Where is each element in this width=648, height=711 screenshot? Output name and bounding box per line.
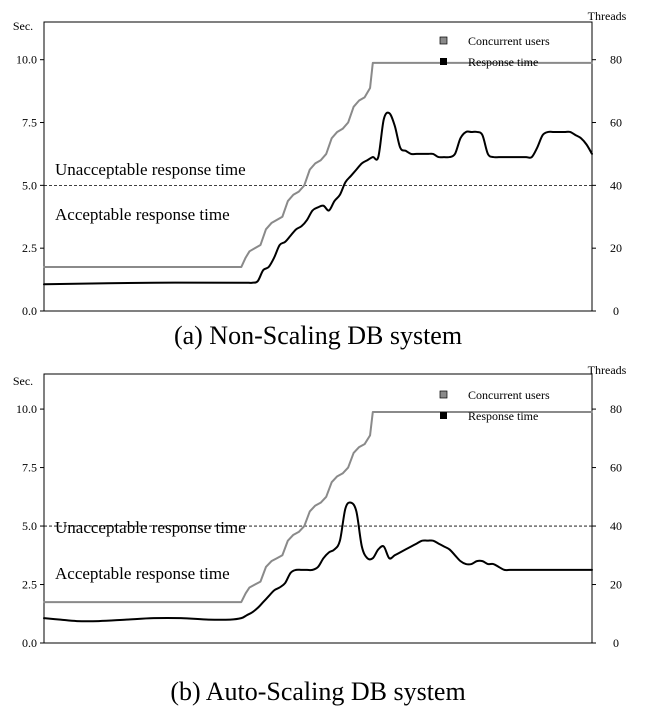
plot-frame [43, 21, 593, 312]
chart-panel-a: 0.0 2.5 5.0 7.5 10.0 0 20 40 60 80 Sec. Threads C… [0, 0, 648, 355]
legend: Concurrent users Response time [439, 34, 550, 69]
left-tick-label: 7.5 [22, 461, 37, 475]
unacceptable-region-label: Unacceptable response time [55, 518, 246, 537]
legend-response-time-swatch [440, 412, 447, 419]
unacceptable-region-label: Unacceptable response time [55, 160, 246, 179]
plot-frame [43, 373, 593, 644]
left-tick-label: 2.5 [22, 578, 37, 592]
legend-response-time-swatch [440, 58, 447, 65]
right-tick-label: 80 [610, 53, 622, 67]
series-concurrent-users-line [43, 411, 593, 604]
legend-response-time-label: Response time [468, 55, 538, 69]
right-tick-label: 0 [613, 304, 619, 318]
left-axis-label: Sec. [13, 19, 33, 33]
chart-caption: (b) Auto-Scaling DB system [170, 677, 465, 706]
right-tick-label: 0 [613, 636, 619, 650]
legend: Concurrent users Response time [439, 388, 550, 423]
series-response-time-line [43, 501, 593, 623]
right-tick-label: 80 [610, 402, 622, 416]
acceptable-region-label: Acceptable response time [55, 564, 230, 583]
legend-concurrent-users-swatch [439, 36, 448, 45]
left-tick-label: 5.0 [22, 178, 37, 192]
left-tick-label: 7.5 [22, 116, 37, 130]
right-tick-label: 40 [610, 519, 622, 533]
legend-response-time-label: Response time [468, 409, 538, 423]
left-tick-label: 10.0 [16, 53, 37, 67]
left-tick-label: 2.5 [22, 241, 37, 255]
right-axis-label: Threads [588, 9, 627, 23]
right-tick-label: 60 [610, 116, 622, 130]
legend-concurrent-users-label: Concurrent users [468, 34, 550, 48]
left-tick-label: 0.0 [22, 304, 37, 318]
chart-caption: (a) Non-Scaling DB system [174, 321, 462, 350]
chart-b-svg: 0.0 2.5 5.0 7.5 10.0 0 20 40 60 80 Sec. Threads C… [13, 363, 627, 706]
left-tick-label: 10.0 [16, 402, 37, 416]
right-tick-label: 20 [610, 578, 622, 592]
right-axis-label: Threads [588, 363, 627, 377]
right-tick-label: 60 [610, 461, 622, 475]
left-tick-label: 0.0 [22, 636, 37, 650]
legend-concurrent-users-label: Concurrent users [468, 388, 550, 402]
acceptable-region-label: Acceptable response time [55, 205, 230, 224]
left-axis-label: Sec. [13, 374, 33, 388]
right-tick-label: 40 [610, 178, 622, 192]
left-tick-label: 5.0 [22, 519, 37, 533]
chart-a-svg: 0.0 2.5 5.0 7.5 10.0 0 20 40 60 80 Sec. Threads C… [13, 9, 627, 350]
series-response-time-line [43, 111, 593, 286]
chart-panel-b: 0.0 2.5 5.0 7.5 10.0 0 20 40 60 80 Sec. Threads C… [0, 356, 648, 711]
series-concurrent-users-line [43, 61, 593, 269]
right-tick-label: 20 [610, 241, 622, 255]
legend-concurrent-users-swatch [439, 390, 448, 399]
